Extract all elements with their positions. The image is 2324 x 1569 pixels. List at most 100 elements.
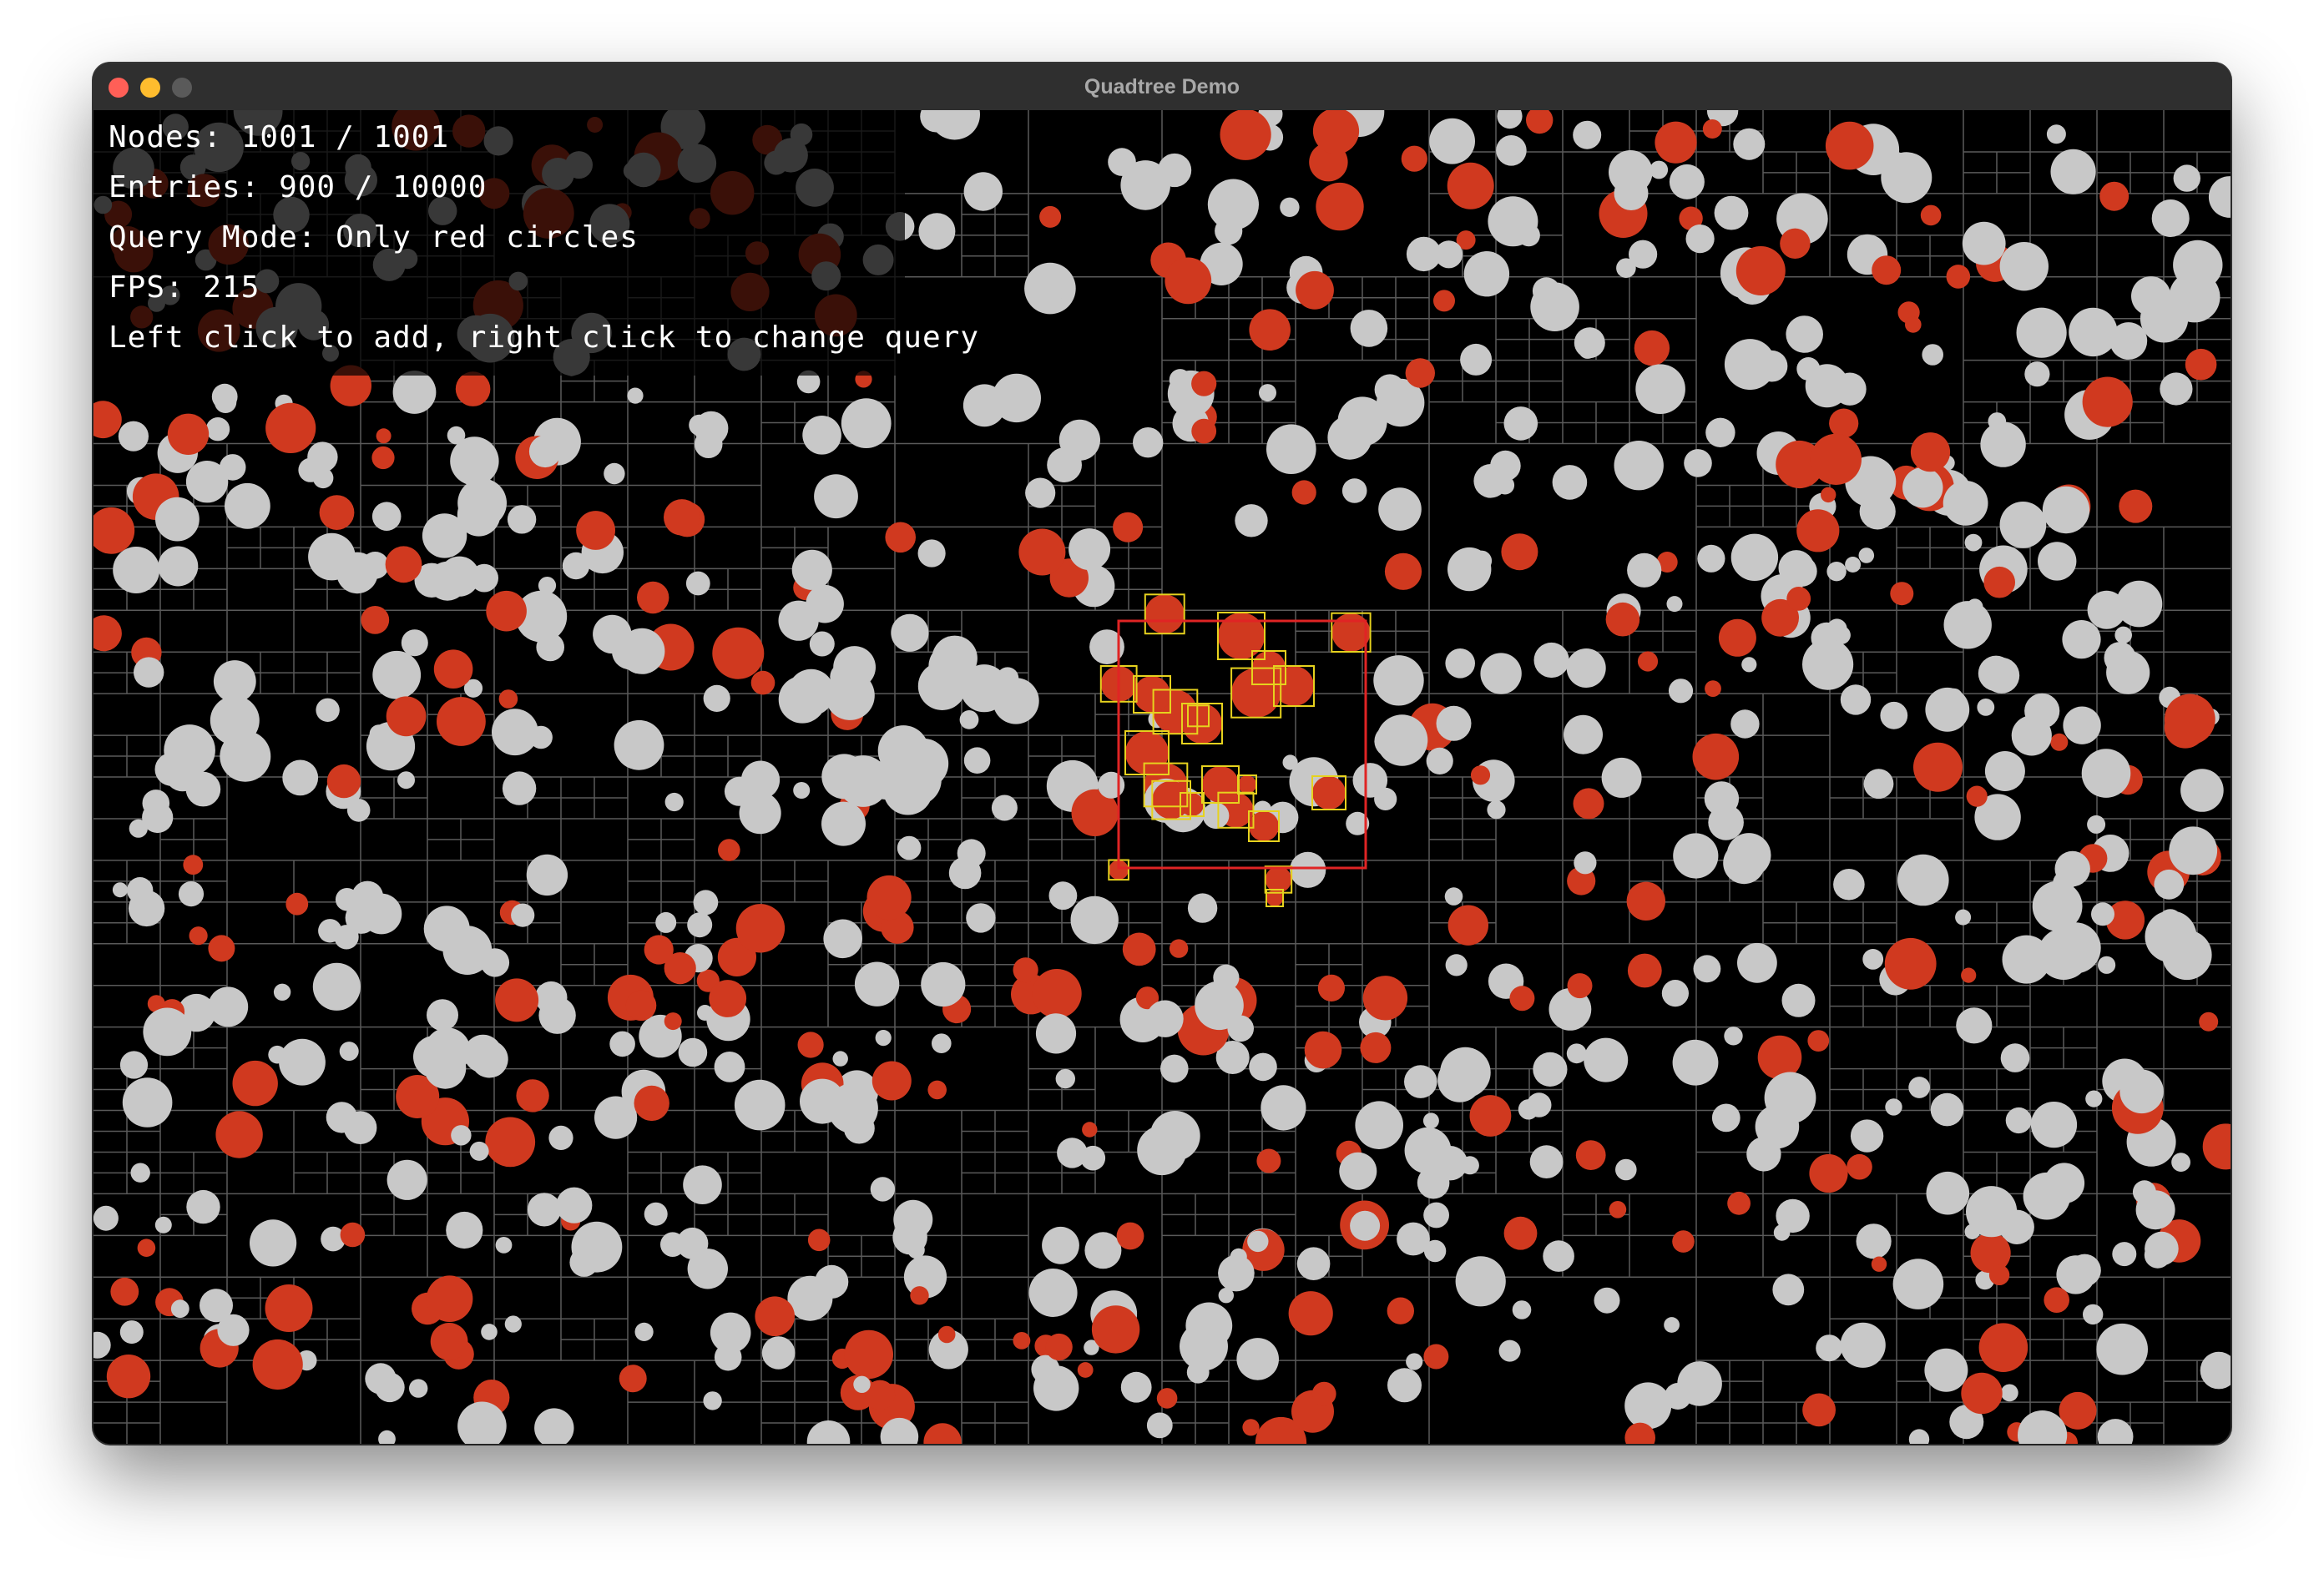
red-circle	[252, 1339, 303, 1390]
gray-circle	[928, 1329, 968, 1370]
red-circle	[1727, 1191, 1751, 1215]
red-circle	[1978, 1323, 2028, 1372]
gray-circle	[312, 467, 334, 489]
red-circle	[93, 507, 135, 554]
gray-circle	[1665, 1383, 1691, 1410]
gray-circle	[1924, 1348, 1968, 1392]
red-circle	[1242, 1419, 1260, 1436]
gray-circle	[948, 856, 982, 890]
gray-circle	[2097, 1419, 2134, 1444]
red-circle	[265, 1284, 313, 1332]
red-circle	[1567, 866, 1596, 895]
gray-circle	[1858, 547, 1875, 563]
title-bar[interactable]: Quadtree Demo	[93, 63, 2231, 112]
gray-circle	[1435, 240, 1463, 269]
gray-circle	[1902, 467, 1943, 508]
gray-circle	[481, 1324, 498, 1340]
red-circle	[1503, 1216, 1538, 1250]
gray-circle	[507, 505, 537, 534]
gray-circle	[1404, 1065, 1437, 1098]
close-button-icon[interactable]	[109, 78, 129, 98]
match-bounding-box	[1181, 703, 1223, 744]
gray-circle	[170, 1299, 189, 1319]
red-circle	[1705, 680, 1721, 697]
gray-circle	[1496, 135, 1527, 166]
gray-circle	[1926, 1171, 1970, 1215]
red-circle	[1249, 309, 1291, 351]
gray-circle	[129, 819, 148, 838]
gray-circle	[154, 753, 189, 786]
gray-circle	[932, 1033, 952, 1053]
red-circle	[1702, 119, 1722, 139]
query-match-layer	[1099, 593, 1372, 907]
red-circle	[285, 892, 309, 916]
gray-circle	[1406, 1353, 1423, 1370]
gray-circle	[1650, 160, 1669, 179]
gray-circle	[2173, 164, 2200, 192]
gray-circle	[562, 552, 590, 580]
gray-circle	[1423, 1239, 1447, 1263]
red-circle	[1624, 1422, 1655, 1444]
query-mode-stat: Query Mode: Only red circles	[109, 220, 639, 255]
red-circle	[2119, 489, 2153, 523]
minimize-button-icon[interactable]	[140, 78, 160, 98]
gray-circle	[2042, 486, 2090, 534]
gray-circle	[1487, 800, 1506, 820]
gray-circle	[693, 890, 719, 916]
red-circle	[1113, 512, 1144, 542]
gray-circle	[185, 461, 229, 503]
gray-circle	[2171, 1153, 2191, 1172]
gray-circle	[1236, 1338, 1279, 1380]
gray-circle	[687, 1249, 728, 1289]
gray-circle	[413, 1036, 456, 1078]
red-circle	[1871, 1256, 1887, 1272]
gray-circle	[694, 430, 723, 458]
gray-circle	[703, 1391, 722, 1410]
gray-circle	[1978, 655, 2014, 692]
gray-circle	[143, 1007, 192, 1057]
gray-circle	[1977, 699, 1995, 716]
gray-circle	[211, 383, 238, 410]
gray-circle	[1339, 1152, 1377, 1190]
red-circle	[1316, 182, 1364, 231]
gray-circle	[1786, 315, 1823, 353]
red-circle	[750, 670, 776, 695]
gray-circle	[1781, 983, 1816, 1017]
gray-circle	[307, 441, 338, 472]
red-circle	[1180, 793, 1204, 816]
red-circle	[1387, 1297, 1415, 1324]
gray-circle	[1974, 794, 2021, 840]
gray-circle	[1035, 1013, 1077, 1054]
match-bounding-box	[1273, 665, 1315, 707]
gray-circle	[1069, 528, 1111, 571]
match-bounding-box	[1180, 792, 1205, 817]
red-circle	[1191, 418, 1217, 444]
gray-circle	[2000, 1043, 2030, 1072]
gray-circle	[1862, 949, 1884, 970]
red-circle	[1077, 1362, 1094, 1378]
gray-circle	[2135, 1190, 2175, 1230]
gray-circle	[897, 835, 922, 860]
gray-circle	[1047, 447, 1082, 482]
gray-circle	[593, 614, 632, 654]
gray-circle	[1724, 1027, 1743, 1046]
red-circle	[2099, 181, 2129, 211]
gray-circle	[1840, 684, 1872, 715]
red-circle	[93, 401, 122, 439]
gray-circle	[1025, 477, 1056, 508]
red-circle	[1091, 1305, 1140, 1354]
red-circle	[1961, 967, 1977, 983]
gray-circle	[316, 698, 340, 722]
gray-circle	[1080, 1145, 1106, 1171]
gray-circle	[604, 462, 625, 485]
gray-circle	[1033, 1365, 1079, 1411]
gray-circle	[1498, 1339, 1521, 1362]
red-circle	[1447, 162, 1494, 209]
red-circle	[2082, 376, 2133, 427]
red-circle	[486, 590, 527, 632]
gray-circle	[427, 999, 458, 1032]
gray-circle	[1084, 1232, 1122, 1269]
red-circle	[1692, 733, 1740, 780]
gray-circle	[1980, 421, 2026, 467]
gray-circle	[1447, 547, 1492, 592]
